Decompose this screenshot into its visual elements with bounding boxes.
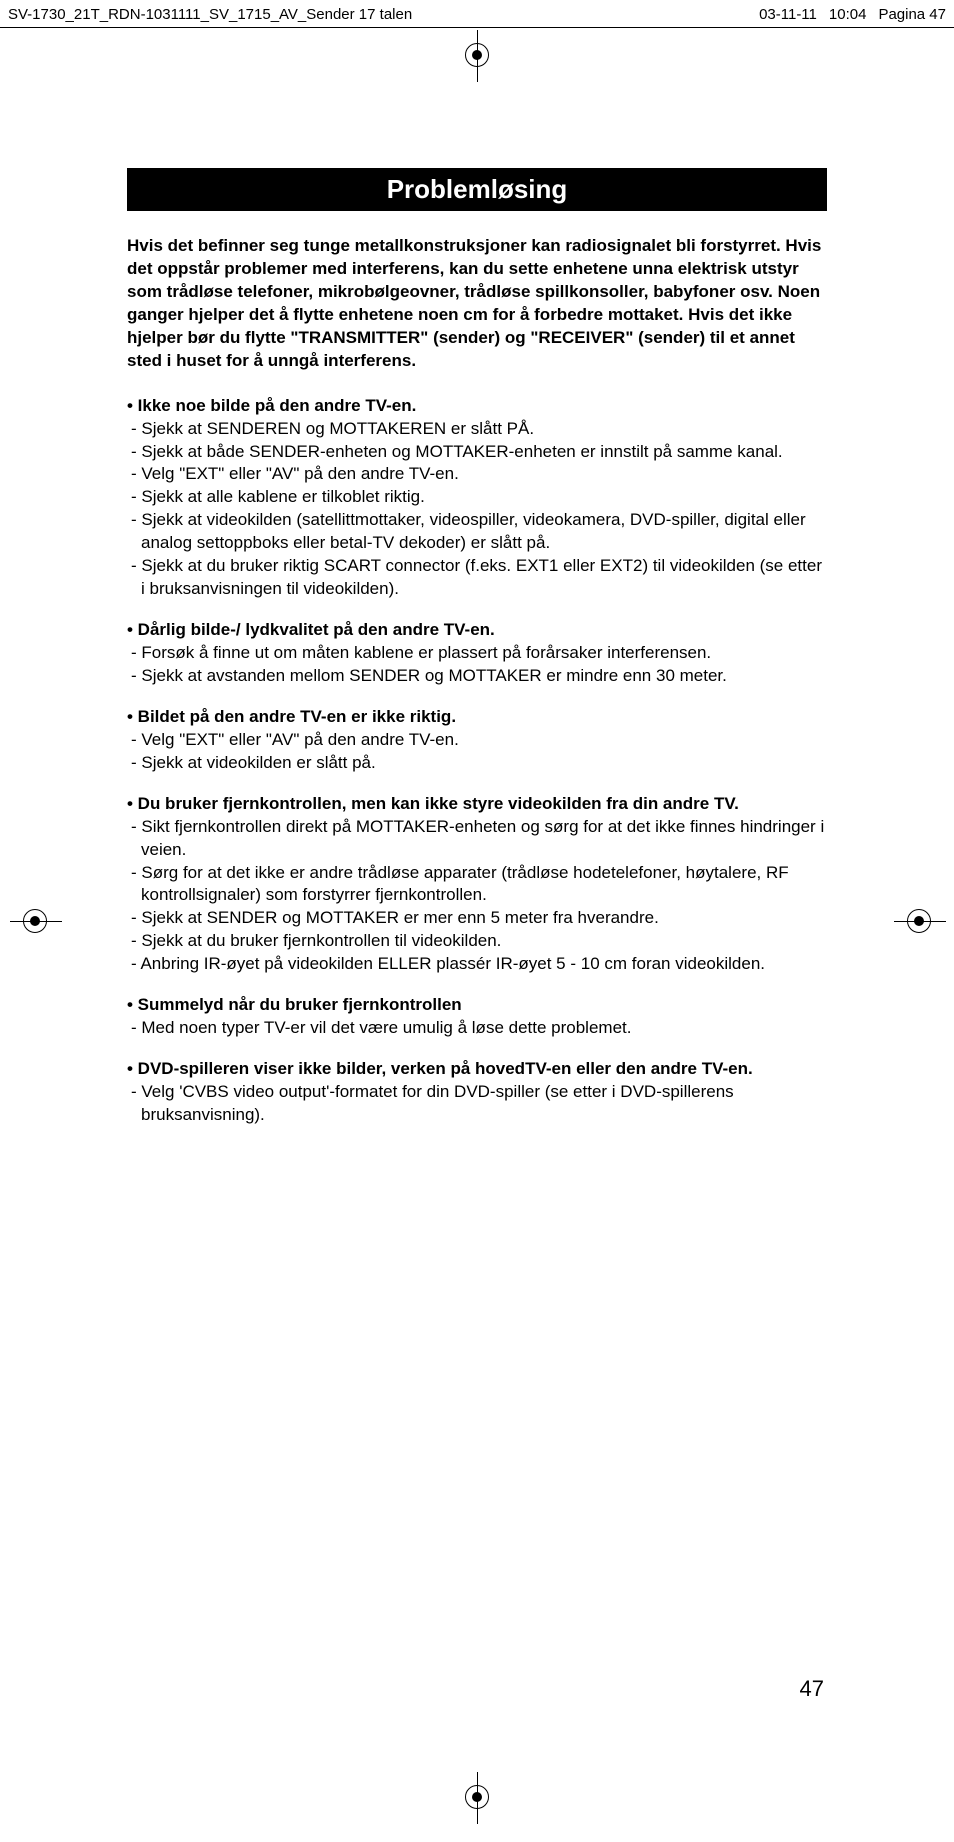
section-item: - Sjekk at avstanden mellom SENDER og MO… [127,665,827,688]
document-header: SV-1730_21T_RDN-1031111_SV_1715_AV_Sende… [0,0,954,28]
section-item: - Forsøk å finne ut om måten kablene er … [127,642,827,665]
registration-mark-top [447,30,507,80]
troubleshoot-section: • DVD-spilleren viser ikke bilder, verke… [127,1058,827,1127]
section-item: - Sjekk at SENDER og MOTTAKER er mer enn… [127,907,827,930]
registration-mark-left [10,891,60,951]
section-item: - Velg 'CVBS video output'-formatet for … [127,1081,827,1127]
header-filename: SV-1730_21T_RDN-1031111_SV_1715_AV_Sende… [8,6,759,23]
section-item: - Velg "EXT" eller "AV" på den andre TV-… [127,729,827,752]
page-number: 47 [800,1676,824,1702]
page-title: Problemløsing [127,168,827,211]
section-item: - Sjekk at videokilden (satellittmottake… [127,509,827,555]
section-item: - Anbring IR-øyet på videokilden ELLER p… [127,953,827,976]
section-item: - Med noen typer TV-er vil det være umul… [127,1017,827,1040]
registration-mark-bottom [447,1772,507,1822]
section-item: - Sikt fjernkontrollen direkt på MOTTAKE… [127,816,827,862]
section-item: - Velg "EXT" eller "AV" på den andre TV-… [127,463,827,486]
header-date: 03-11-11 [759,6,817,23]
section-heading: • Bildet på den andre TV-en er ikke rikt… [127,706,827,729]
intro-paragraph: Hvis det befinner seg tunge metallkonstr… [127,235,827,373]
page-content: Problemløsing Hvis det befinner seg tung… [127,168,827,1127]
troubleshoot-section: • Bildet på den andre TV-en er ikke rikt… [127,706,827,775]
section-item: - Sjekk at alle kablene er tilkoblet rik… [127,486,827,509]
section-item: - Sjekk at SENDEREN og MOTTAKEREN er slå… [127,418,827,441]
header-pagina: Pagina 47 [878,6,946,23]
section-item: - Sørg for at det ikke er andre trådløse… [127,862,827,908]
section-heading: • Ikke noe bilde på den andre TV-en. [127,395,827,418]
troubleshoot-section: • Ikke noe bilde på den andre TV-en.- Sj… [127,395,827,601]
section-heading: • Summelyd når du bruker fjernkontrollen [127,994,827,1017]
header-time: 10:04 [829,6,867,23]
section-item: - Sjekk at både SENDER-enheten og MOTTAK… [127,441,827,464]
registration-mark-right [894,891,944,951]
troubleshoot-section: • Du bruker fjernkontrollen, men kan ikk… [127,793,827,977]
section-heading: • Dårlig bilde-/ lydkvalitet på den andr… [127,619,827,642]
troubleshoot-section: • Dårlig bilde-/ lydkvalitet på den andr… [127,619,827,688]
troubleshoot-section: • Summelyd når du bruker fjernkontrollen… [127,994,827,1040]
section-item: - Sjekk at du bruker riktig SCART connec… [127,555,827,601]
section-item: - Sjekk at du bruker fjernkontrollen til… [127,930,827,953]
section-item: - Sjekk at videokilden er slått på. [127,752,827,775]
section-heading: • Du bruker fjernkontrollen, men kan ikk… [127,793,827,816]
section-heading: • DVD-spilleren viser ikke bilder, verke… [127,1058,827,1081]
